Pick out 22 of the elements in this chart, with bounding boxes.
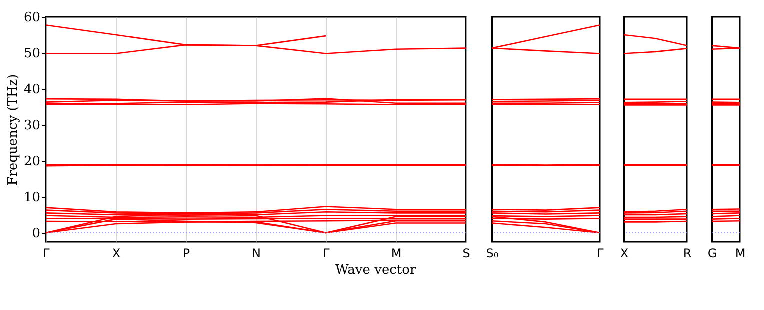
x-tick-label: M bbox=[735, 246, 746, 260]
x-tick-label: Γ bbox=[43, 246, 50, 260]
y-tick-label: 60 bbox=[24, 10, 40, 26]
x-tick-label: G bbox=[708, 246, 718, 260]
x-tick-label: S bbox=[462, 246, 470, 260]
y-tick-label: 40 bbox=[24, 82, 40, 98]
x-tick-label: Γ bbox=[597, 246, 604, 260]
y-axis-title: Frequency (THz) bbox=[6, 74, 21, 186]
y-tick-label: 20 bbox=[24, 154, 40, 170]
x-axis-title: Wave vector bbox=[335, 262, 417, 278]
x-tick-label: M bbox=[391, 246, 402, 260]
x-tick-label: R bbox=[683, 246, 692, 260]
x-tick-label: X bbox=[112, 246, 121, 260]
y-tick-label: 0 bbox=[32, 226, 40, 242]
y-tick-label: 10 bbox=[24, 190, 40, 206]
y-tick-label: 30 bbox=[24, 118, 40, 134]
x-tick-label: P bbox=[182, 246, 190, 260]
x-tick-label: N bbox=[252, 246, 261, 260]
x-tick-label: Γ bbox=[323, 246, 330, 260]
x-tick-label: S₀ bbox=[486, 246, 499, 260]
y-tick-label: 50 bbox=[24, 46, 40, 62]
x-tick-label: X bbox=[620, 246, 629, 260]
